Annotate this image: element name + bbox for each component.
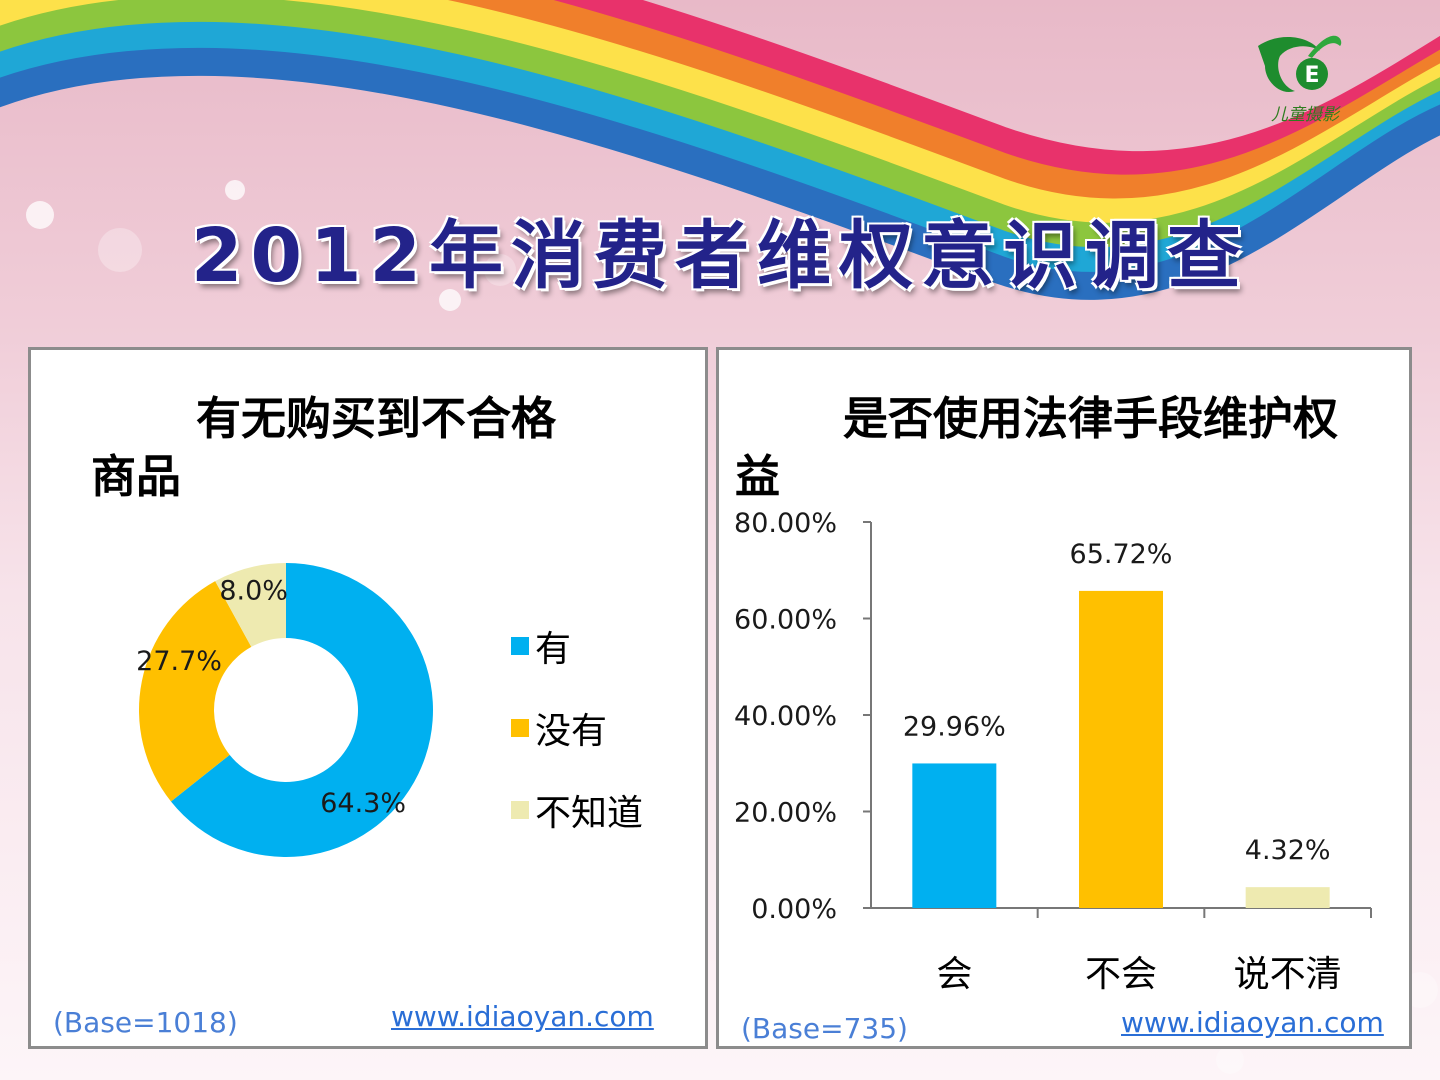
bar-data-label: 65.72% <box>1070 539 1173 570</box>
y-tick-label: 40.00% <box>734 701 837 732</box>
x-tick-label: 说不清 <box>1234 954 1342 995</box>
legend-swatch <box>511 719 529 737</box>
donut-chart-title-line2: 商品 <box>91 450 182 503</box>
bar-chart-title-line2: 益 <box>735 450 781 503</box>
bar-chart-title-line1: 是否使用法律手段维护权 <box>843 392 1339 445</box>
legend-label: 没有 <box>535 711 608 752</box>
bar-source-link[interactable]: www.idiaoyan.com <box>1121 1006 1384 1039</box>
bar-chart-panel: 是否使用法律手段维护权 益 0.00% 20.00% 40.00% 60.00% 80.… <box>716 347 1412 1049</box>
legend-swatch <box>511 801 529 819</box>
donut-data-label: 27.7% <box>136 646 222 677</box>
donut-chart: 64.3% 27.7% 8.0% <box>136 563 433 857</box>
legend-label: 不知道 <box>535 793 644 834</box>
donut-slice <box>139 581 252 802</box>
bar-base-note: (Base=735) <box>741 1012 908 1045</box>
donut-chart-title-line1: 有无购买到不合格 <box>196 392 557 445</box>
x-tick-label: 会 <box>936 954 972 995</box>
y-tick-label: 60.00% <box>734 605 837 636</box>
bar <box>912 763 997 908</box>
rainbow-band <box>0 47 1440 300</box>
donut-base-note: (Base=1018) <box>53 1006 238 1039</box>
slide-title: 2012年消费者维权意识调查 <box>191 213 1249 299</box>
bar-data-label: 4.32% <box>1245 835 1331 866</box>
donut-source-link[interactable]: www.idiaoyan.com <box>391 1000 654 1033</box>
legend-swatch <box>511 637 529 655</box>
bar <box>1079 590 1163 908</box>
y-tick-label: 80.00% <box>734 510 837 539</box>
bar-chart: 0.00% 20.00% 40.00% 60.00% 80.00% 29.96% 会 65.7… <box>734 510 1372 995</box>
logo-caption: 儿童摄影 <box>1271 105 1339 125</box>
bar-data-label: 29.96% <box>903 711 1006 742</box>
rainbow-swoosh <box>0 0 1440 300</box>
y-tick-label: 20.00% <box>734 798 837 829</box>
legend-item: 不知道 <box>511 784 643 836</box>
svg-text:E: E <box>1304 63 1319 88</box>
donut-chart-panel: 有无购买到不合格 商品 64.3% 27.7% 8.0% 有没有不知道 (Base=… <box>28 347 708 1049</box>
donut-slice <box>170 563 433 857</box>
legend-item: 有 <box>511 620 571 672</box>
x-tick-label: 不会 <box>1085 954 1157 995</box>
legend-label: 有 <box>535 629 572 670</box>
donut-data-label: 8.0% <box>219 575 288 606</box>
donut-data-label: 64.3% <box>320 788 406 819</box>
donut-slice <box>215 563 286 647</box>
rainbow-band <box>542 0 1440 180</box>
brand-logo: E <box>1258 35 1342 92</box>
legend-item: 没有 <box>511 702 607 754</box>
bar <box>1245 887 1330 908</box>
y-tick-label: 0.00% <box>751 894 837 925</box>
